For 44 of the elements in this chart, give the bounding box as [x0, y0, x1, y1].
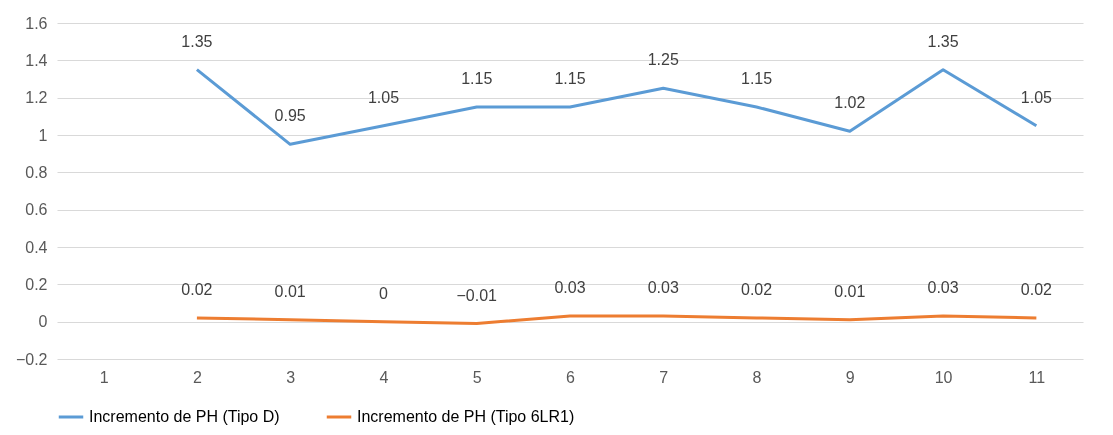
- data-label: 0.03: [554, 279, 586, 297]
- y-tick-label: 0.2: [25, 275, 48, 293]
- data-label: 1.02: [834, 94, 866, 112]
- data-label: 0.02: [181, 280, 213, 298]
- data-label: 1.25: [647, 51, 679, 69]
- data-label: 0.03: [927, 279, 959, 297]
- y-tick-label: 1.2: [25, 89, 48, 107]
- data-label: 0: [379, 284, 388, 302]
- data-label: 1.15: [554, 70, 586, 87]
- data-label: 1.15: [461, 70, 493, 87]
- y-tick-label: 0.8: [25, 163, 48, 181]
- x-tick-label: 9: [845, 368, 855, 386]
- y-tick-label: 1.6: [25, 14, 48, 32]
- y-tick-label: 0.4: [25, 238, 48, 256]
- x-tick-label: 6: [566, 368, 576, 386]
- x-tick-label: 8: [752, 368, 762, 386]
- x-tick-label: 2: [192, 368, 202, 386]
- data-label: 1.05: [367, 88, 400, 106]
- legend-label: Incremento de PH (Tipo 6LR1): [357, 408, 575, 425]
- data-label: 0.02: [740, 280, 773, 298]
- y-tick-label: 0: [38, 313, 48, 331]
- data-label: 0.01: [834, 282, 866, 300]
- x-tick-label: 1: [99, 368, 109, 386]
- data-label: 0.95: [274, 107, 306, 125]
- x-tick-label: 10: [934, 368, 953, 386]
- data-label: 0.03: [647, 279, 679, 297]
- y-tick-label: 0.6: [25, 201, 48, 219]
- x-tick-label: 3: [286, 368, 296, 386]
- x-tick-label: 7: [659, 368, 669, 386]
- data-label: 0.02: [1020, 280, 1053, 298]
- line-series: [195, 314, 1038, 326]
- data-label: 1.35: [181, 32, 213, 50]
- y-tick-label: 1: [38, 126, 48, 144]
- y-tick-label: −0.2: [15, 350, 48, 368]
- y-tick-label: 1.4: [25, 51, 48, 69]
- data-label: −0.01: [456, 286, 498, 304]
- data-label: 1.15: [740, 70, 773, 87]
- x-tick-label: 4: [379, 368, 389, 386]
- x-tick-label: 5: [472, 368, 482, 386]
- data-label: 1.05: [1020, 88, 1053, 106]
- x-tick-label: 11: [1028, 368, 1046, 386]
- data-label: 0.01: [274, 282, 306, 300]
- data-label: 1.35: [927, 32, 959, 50]
- legend-label: Incremento de PH (Tipo D): [89, 408, 280, 425]
